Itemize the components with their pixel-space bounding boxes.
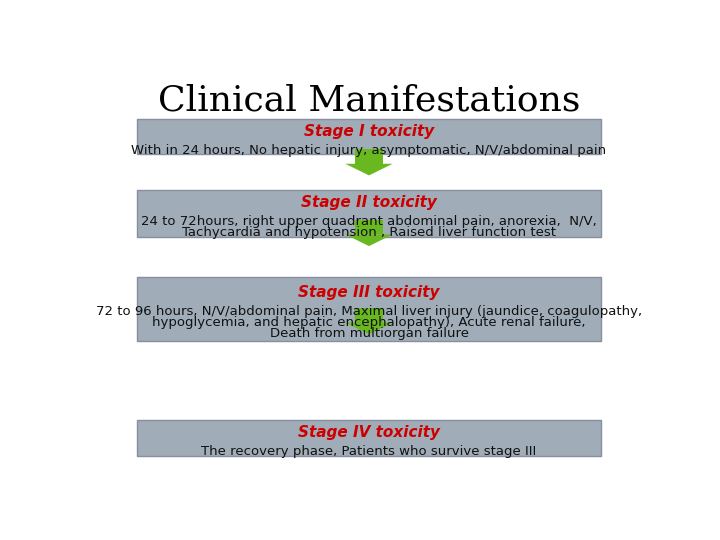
Text: 72 to 96 hours, N/V/abdominal pain, Maximal liver injury (jaundice, coagulopathy: 72 to 96 hours, N/V/abdominal pain, Maxi… <box>96 305 642 319</box>
Bar <box>355 220 383 234</box>
Text: Stage IV toxicity: Stage IV toxicity <box>298 425 440 440</box>
Text: Death from multiorgan failure: Death from multiorgan failure <box>269 327 469 340</box>
Bar <box>355 308 383 322</box>
FancyBboxPatch shape <box>138 119 600 154</box>
Text: Tachycardia and hypotension , Raised liver function test: Tachycardia and hypotension , Raised liv… <box>182 226 556 239</box>
Text: hypoglycemia, and hepatic encephalopathy), Acute renal failure,: hypoglycemia, and hepatic encephalopathy… <box>152 316 586 329</box>
Text: Clinical Manifestations: Clinical Manifestations <box>158 84 580 118</box>
Bar <box>355 149 383 164</box>
Polygon shape <box>346 164 392 176</box>
Text: Stage III toxicity: Stage III toxicity <box>298 285 440 300</box>
Polygon shape <box>346 234 392 246</box>
Text: Stage I toxicity: Stage I toxicity <box>304 124 434 139</box>
Text: 24 to 72hours, right upper quadrant abdominal pain, anorexia,  N/V,: 24 to 72hours, right upper quadrant abdo… <box>141 215 597 228</box>
FancyBboxPatch shape <box>138 190 600 238</box>
FancyBboxPatch shape <box>138 277 600 341</box>
FancyBboxPatch shape <box>138 420 600 456</box>
Text: With in 24 hours, No hepatic injury, asymptomatic, N/V/abdominal pain: With in 24 hours, No hepatic injury, asy… <box>132 144 606 157</box>
Text: The recovery phase, Patients who survive stage III: The recovery phase, Patients who survive… <box>202 445 536 458</box>
Polygon shape <box>346 322 392 334</box>
Text: Stage II toxicity: Stage II toxicity <box>301 195 437 210</box>
